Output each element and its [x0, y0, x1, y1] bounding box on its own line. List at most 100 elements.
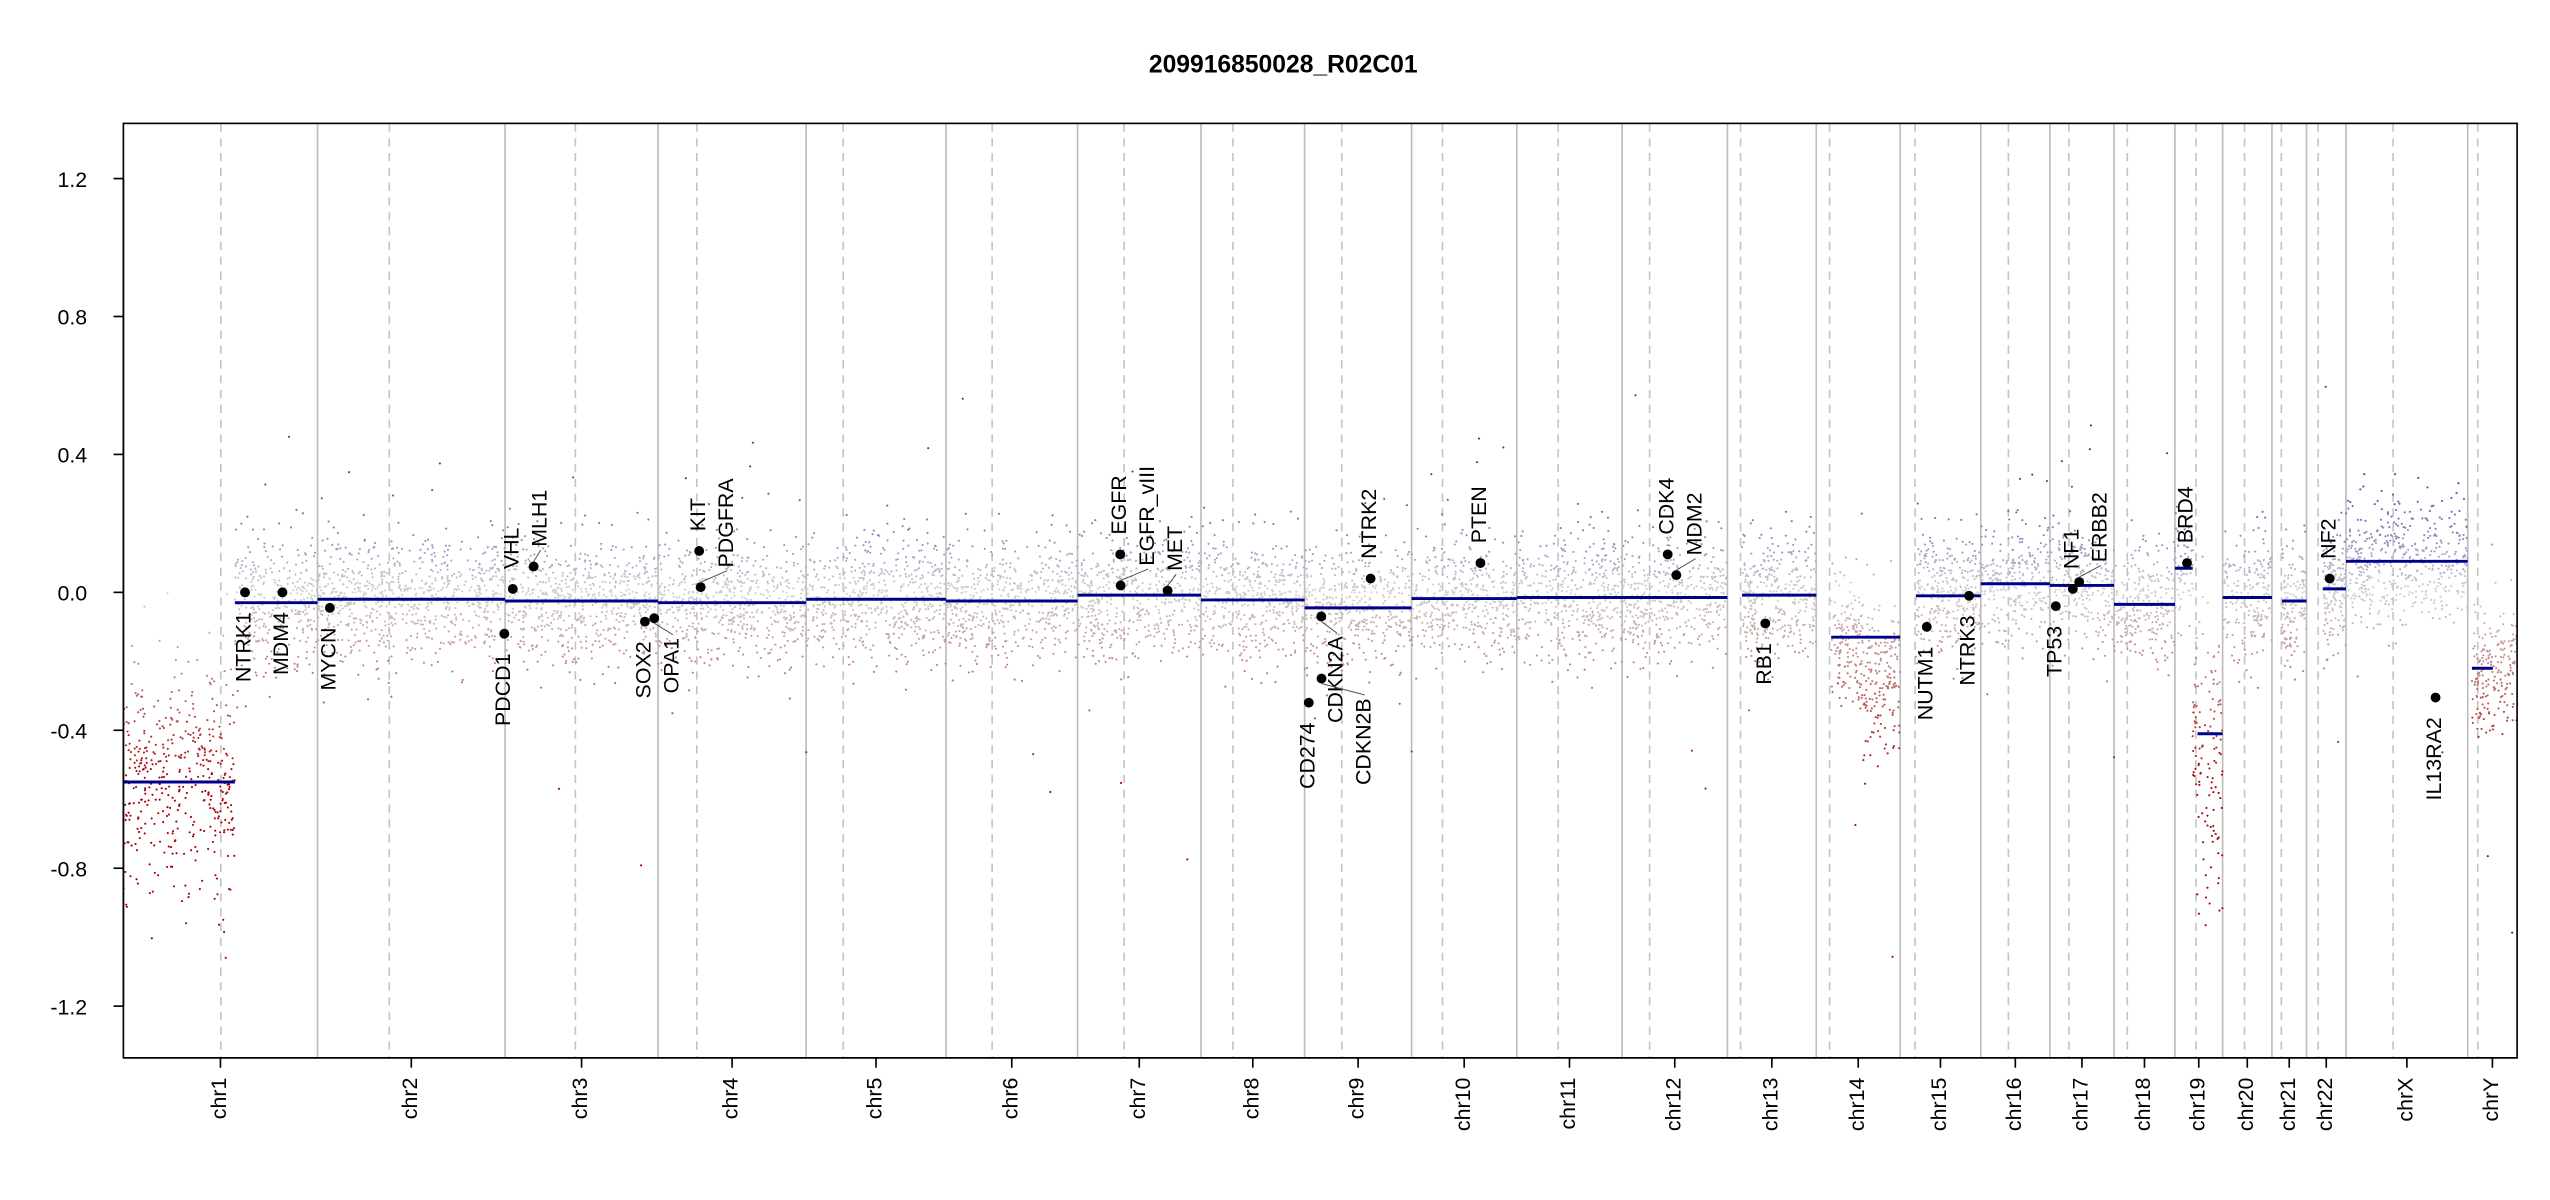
- probe-point: [605, 610, 608, 613]
- probe-point: [880, 568, 883, 571]
- probe-point: [1271, 639, 1274, 642]
- probe-point: [1290, 573, 1293, 576]
- probe-point: [685, 635, 688, 638]
- probe-point: [638, 576, 641, 579]
- probe-point: [1067, 611, 1070, 615]
- probe-point: [678, 596, 681, 599]
- probe-point: [1208, 641, 1211, 645]
- probe-point: [719, 605, 722, 608]
- probe-point: [302, 598, 306, 601]
- probe-point: [164, 787, 167, 790]
- probe-point: [1199, 640, 1202, 643]
- probe-point: [940, 567, 943, 570]
- probe-point: [928, 594, 931, 597]
- probe-point: [1025, 628, 1028, 631]
- probe-point: [819, 603, 822, 606]
- probe-point: [139, 810, 143, 813]
- probe-point: [978, 602, 981, 605]
- probe-point: [1101, 623, 1104, 626]
- probe-point: [524, 614, 527, 618]
- probe-point: [799, 608, 802, 612]
- probe-point: [1110, 567, 1113, 570]
- probe-point: [860, 593, 863, 596]
- probe-point: [1339, 611, 1342, 614]
- probe-point: [230, 768, 233, 771]
- probe-point: [855, 536, 858, 539]
- probe-point: [672, 595, 675, 598]
- probe-point: [317, 601, 320, 604]
- probe-point: [1358, 611, 1361, 614]
- probe-point: [750, 580, 753, 583]
- probe-point: [1408, 639, 1411, 642]
- probe-point: [920, 583, 923, 586]
- probe-point: [304, 613, 307, 616]
- probe-point: [555, 558, 558, 561]
- probe-point: [1017, 557, 1020, 560]
- probe-point: [874, 607, 877, 610]
- probe-point: [270, 571, 274, 574]
- probe-point: [232, 763, 235, 766]
- probe-point: [579, 587, 582, 590]
- probe-point: [1258, 586, 1261, 590]
- probe-point: [762, 593, 765, 596]
- probe-point: [250, 613, 253, 616]
- probe-point: [877, 613, 880, 616]
- probe-point: [180, 900, 184, 903]
- probe-point: [657, 606, 660, 610]
- probe-point: [794, 640, 797, 643]
- probe-point: [138, 747, 141, 750]
- probe-point: [707, 503, 710, 506]
- probe-point: [1183, 606, 1186, 609]
- probe-point: [582, 620, 585, 623]
- probe-point: [668, 584, 671, 587]
- probe-point: [1013, 617, 1017, 620]
- probe-point: [576, 618, 580, 621]
- probe-point: [333, 571, 336, 574]
- probe-point: [527, 587, 530, 590]
- probe-point: [478, 588, 481, 592]
- probe-point: [1017, 629, 1020, 632]
- probe-point: [198, 727, 201, 730]
- probe-point: [1134, 559, 1138, 562]
- probe-point: [392, 557, 395, 560]
- probe-point: [237, 634, 240, 637]
- probe-point: [173, 799, 176, 802]
- probe-point: [413, 588, 416, 591]
- probe-point: [879, 602, 882, 605]
- probe-point: [994, 636, 997, 639]
- probe-point: [539, 589, 542, 592]
- probe-point: [989, 665, 992, 669]
- probe-point: [1005, 656, 1008, 659]
- probe-point: [1252, 522, 1255, 525]
- probe-point: [1150, 556, 1153, 559]
- probe-point: [656, 582, 659, 585]
- probe-point: [1335, 529, 1338, 532]
- probe-point: [1007, 595, 1010, 598]
- probe-point: [1288, 622, 1291, 625]
- probe-point: [445, 527, 448, 530]
- probe-point: [165, 760, 168, 763]
- probe-point: [1083, 639, 1086, 643]
- probe-point: [1017, 595, 1020, 598]
- probe-point: [231, 828, 234, 832]
- probe-point: [497, 608, 500, 611]
- probe-point: [215, 704, 218, 707]
- probe-point: [1050, 523, 1053, 526]
- probe-point: [1180, 576, 1183, 579]
- probe-point: [686, 628, 689, 632]
- probe-point: [1137, 613, 1141, 617]
- probe-point: [333, 633, 336, 636]
- probe-point: [210, 772, 213, 775]
- probe-point: [685, 632, 688, 635]
- probe-point: [932, 574, 935, 577]
- probe-point: [208, 728, 211, 731]
- probe-point: [1270, 563, 1273, 566]
- probe-point: [1002, 625, 1005, 628]
- probe-point: [214, 810, 217, 813]
- probe-point: [178, 804, 181, 808]
- probe-point: [554, 590, 557, 593]
- probe-point: [816, 624, 819, 627]
- probe-point: [310, 628, 313, 631]
- probe-point: [728, 623, 731, 626]
- probe-point: [506, 638, 509, 642]
